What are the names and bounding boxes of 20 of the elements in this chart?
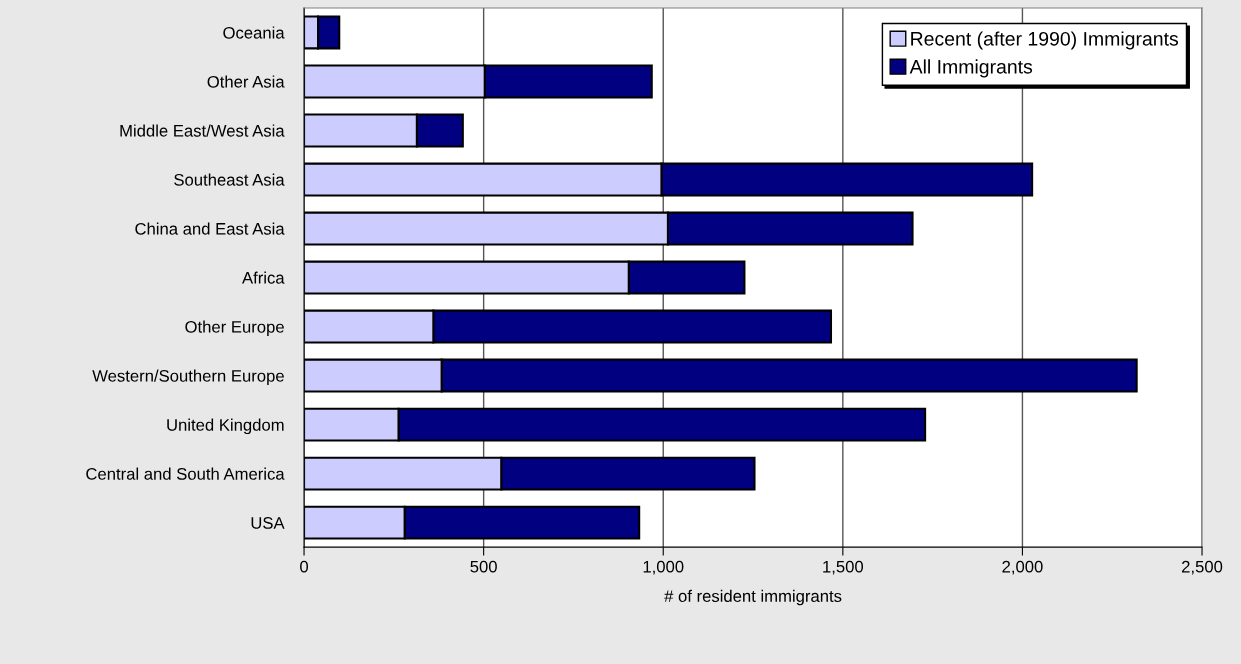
- y-tick-label: Middle East/West Asia: [120, 124, 285, 137]
- x-tick-label: 500: [470, 560, 497, 573]
- x-tick-label: 2,000: [1002, 560, 1043, 575]
- y-tick-label: USA: [251, 517, 285, 529]
- y-tick-label: United Kingdom: [167, 418, 284, 435]
- y-tick-label: China and East Asia: [135, 222, 285, 235]
- y-tick-label: Western/Southern Europe: [92, 369, 284, 386]
- y-tick-label: Other Asia: [207, 75, 285, 88]
- x-axis-title: # of resident immigrants: [664, 589, 842, 606]
- legend-label: All Immigrants: [909, 59, 1033, 78]
- y-tick-label: Other Europe: [185, 320, 284, 337]
- x-tick-label: 1,000: [643, 560, 684, 575]
- legend-label: Recent (after 1990) Immigrants: [911, 31, 1179, 50]
- y-tick-label: Central and South America: [86, 467, 285, 480]
- x-tick-label: 2,500: [1182, 560, 1223, 575]
- y-tick-label: Africa: [242, 271, 285, 284]
- y-tick-label: Southeast Asia: [174, 173, 285, 186]
- y-tick-label: Oceania: [223, 26, 285, 39]
- x-tick-label: 1,500: [823, 560, 864, 575]
- x-tick-label: 0: [300, 560, 309, 573]
